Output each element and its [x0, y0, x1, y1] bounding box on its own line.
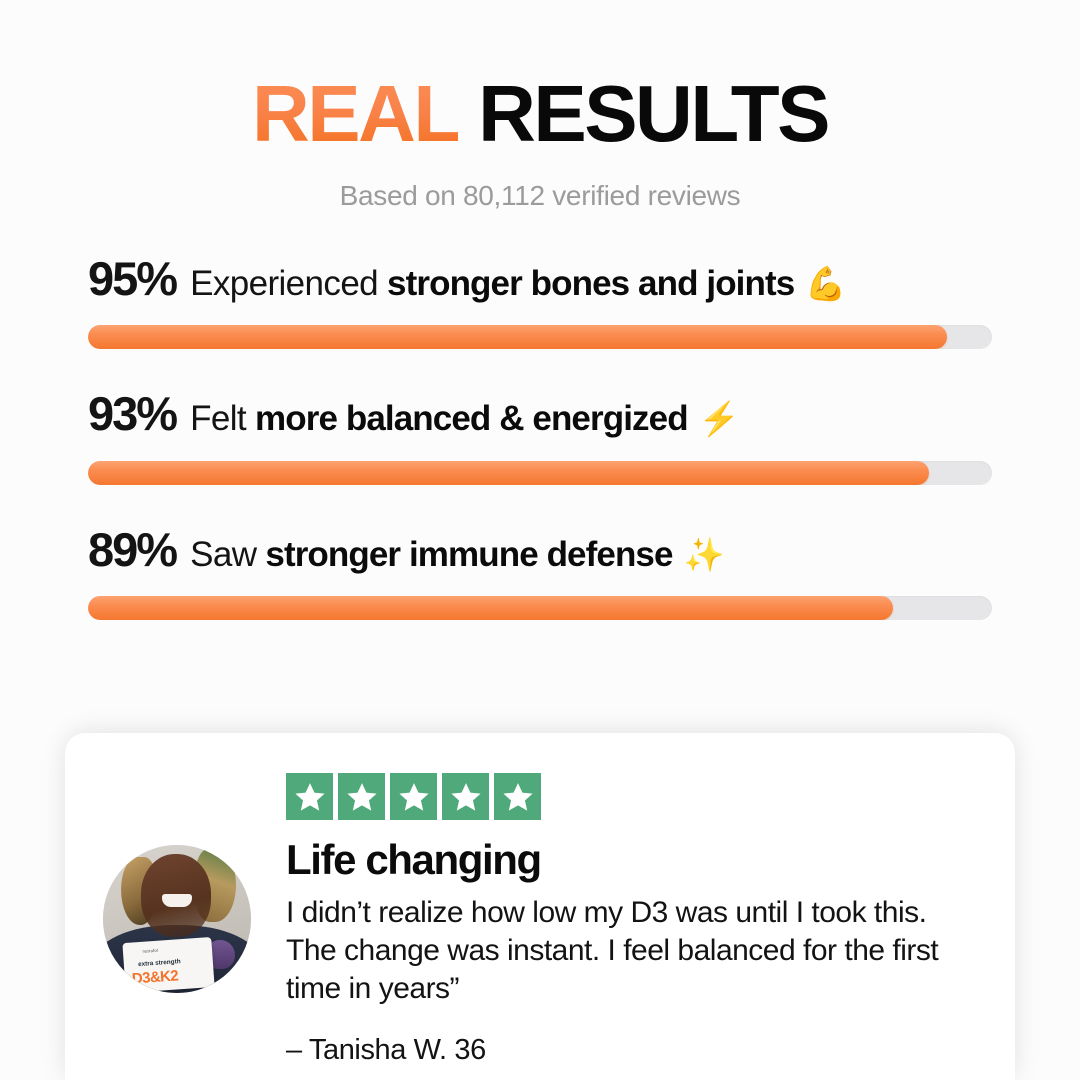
stat-row: 95% Experienced stronger bones and joint…	[88, 252, 992, 350]
high-voltage-icon: ⚡	[698, 400, 740, 438]
headline-rest-word: RESULTS	[478, 69, 830, 158]
star-icon	[390, 773, 437, 820]
progress-fill	[88, 325, 947, 350]
rating-stars	[286, 773, 981, 820]
star-icon	[286, 773, 333, 820]
progress-fill	[88, 596, 893, 621]
stat-label-line: 95% Experienced stronger bones and joint…	[88, 252, 992, 305]
star-icon	[442, 773, 489, 820]
stat-percent: 93%	[88, 387, 178, 441]
product-brand-label: nutrafol	[142, 947, 158, 954]
stat-percent: 89%	[88, 522, 178, 576]
progress-track	[88, 325, 992, 350]
avatar-column: nutrafol extra strength D3&K2	[103, 773, 251, 1080]
progress-fill	[88, 460, 929, 485]
page-title: REAL RESULTS	[0, 74, 1080, 154]
stat-lead-text: Saw	[190, 534, 257, 574]
flexed-biceps-icon: 💪	[805, 265, 847, 302]
stat-percent: 95%	[88, 252, 178, 305]
stat-highlight-text: more balanced & energized	[255, 399, 689, 439]
review-card: nutrafol extra strength D3&K2 Life chang…	[65, 733, 1015, 1080]
subtitle: Based on 80,112 verified reviews	[339, 180, 741, 211]
stat-lead-text: Felt	[190, 399, 247, 439]
star-icon	[338, 773, 385, 820]
stat-lead-text: Experienced	[190, 264, 379, 303]
review-author: – Tanisha W. 36	[286, 1034, 486, 1067]
stat-highlight-text: stronger immune defense	[265, 534, 673, 574]
stat-highlight-text: stronger bones and joints	[387, 264, 795, 303]
product-box: nutrafol extra strength D3&K2	[122, 936, 215, 993]
header: REAL RESULTS Based on 80,112 verified re…	[0, 0, 1080, 212]
stat-row: 93% Felt more balanced & energized ⚡	[88, 387, 992, 485]
review-text: I didn’t realize how low my D3 was until…	[286, 896, 939, 1006]
progress-track	[88, 460, 992, 485]
stat-row: 89% Saw stronger immune defense ✨	[88, 522, 992, 621]
avatar: nutrafol extra strength D3&K2	[103, 845, 251, 993]
headline-accent-word: REAL	[252, 69, 461, 158]
sparkles-icon: ✨	[683, 535, 725, 573]
product-name-label: D3&K2	[131, 966, 179, 987]
review-title: Life changing	[286, 836, 542, 883]
stat-label-line: 89% Saw stronger immune defense ✨	[88, 522, 992, 576]
stats-list: 95% Experienced stronger bones and joint…	[0, 252, 1080, 621]
avatar-smile	[162, 893, 192, 908]
product-strength-label: extra strength	[137, 957, 181, 968]
star-icon	[494, 773, 541, 820]
progress-track	[88, 596, 992, 621]
review-body: Life changing I didn’t realize how low m…	[251, 773, 981, 1080]
stat-label-line: 93% Felt more balanced & energized ⚡	[88, 387, 992, 441]
